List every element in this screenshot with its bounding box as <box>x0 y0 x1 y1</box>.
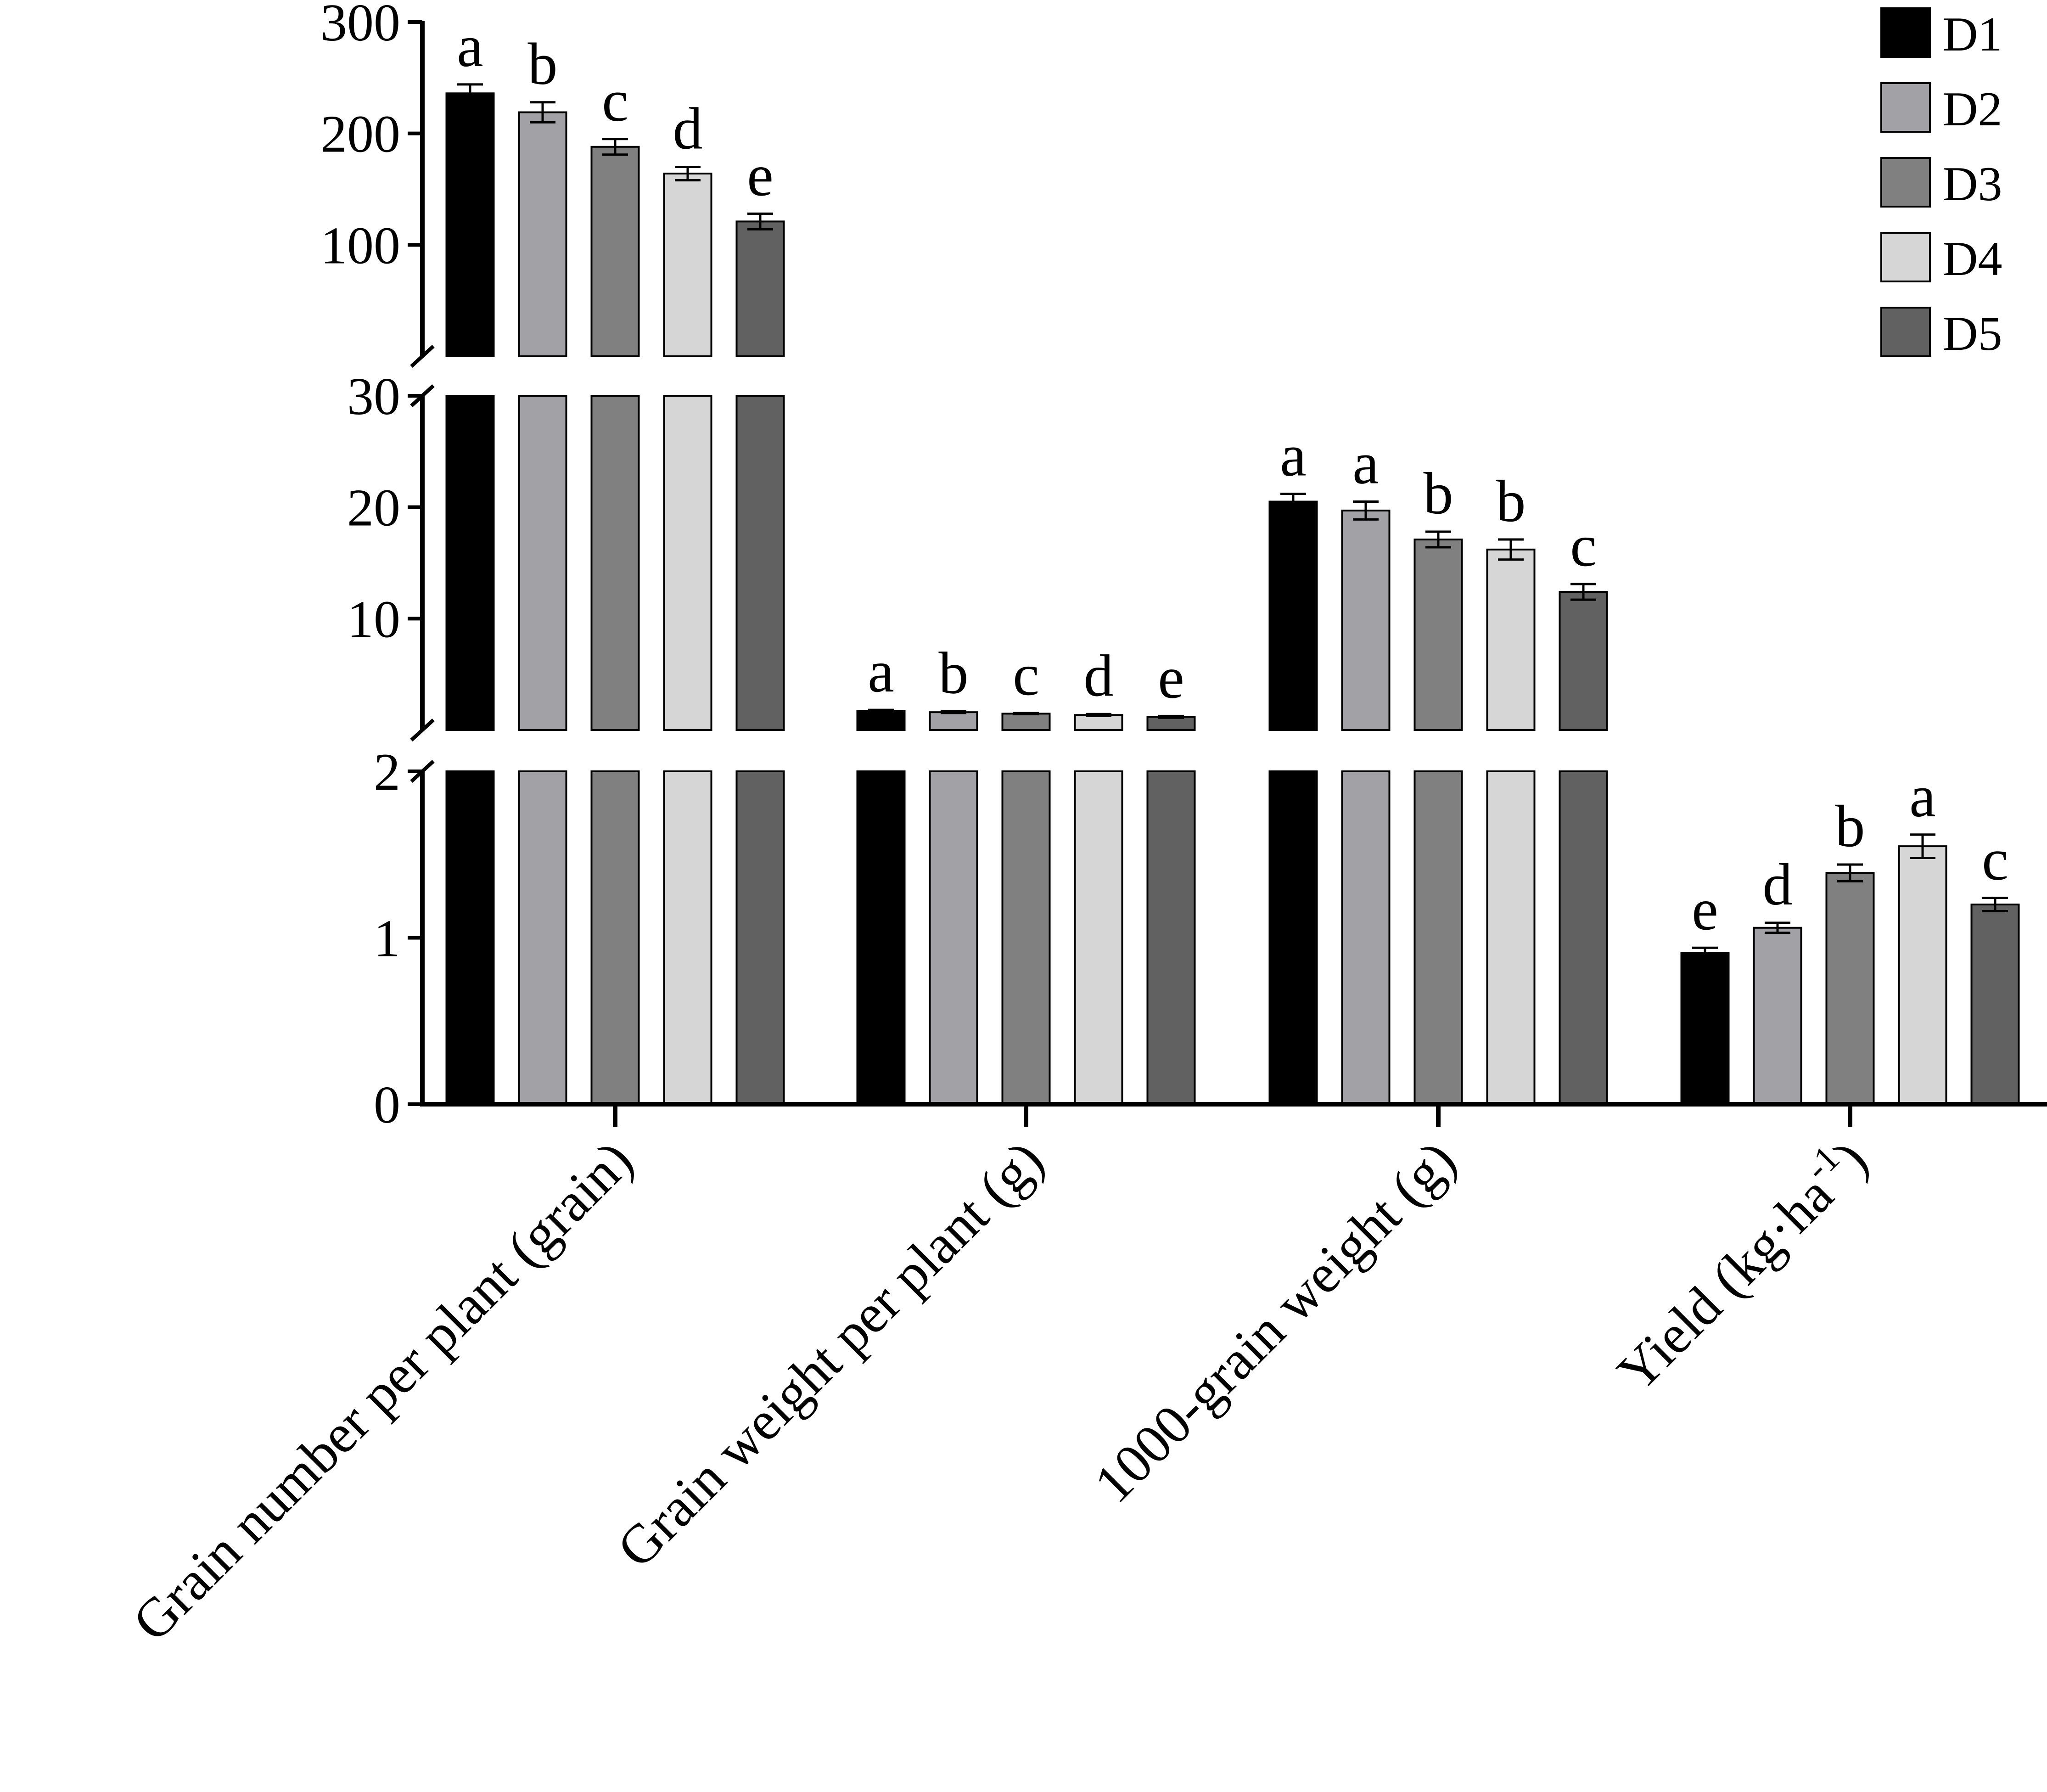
bar-d5-cat1-part2 <box>735 395 785 731</box>
significance-letter-d5-cat1: e <box>747 142 774 208</box>
significance-letter-d2-cat3: a <box>1352 431 1379 497</box>
bars-layer <box>445 92 2020 1105</box>
category-label-1: Grain number per plant (grain) <box>121 1129 644 1652</box>
bar-d3-cat4 <box>1825 872 1875 1105</box>
bar-d4-cat1-part1 <box>663 770 712 1105</box>
significance-letter-d5-cat2: e <box>1158 645 1184 711</box>
significance-letter-d1-cat4: e <box>1692 876 1718 943</box>
bar-d3-cat1-part1 <box>590 770 640 1105</box>
category-label-text-4: Yield (kg·ha <box>1605 1164 1845 1403</box>
significance-letter-d1-cat2: a <box>868 639 894 705</box>
bar-d3-cat3-part1 <box>1413 770 1463 1105</box>
significance-letter-d4-cat4: a <box>1909 764 1936 830</box>
bar-d4-cat2-part1 <box>1074 770 1123 1105</box>
significance-letter-d5-cat3: c <box>1570 513 1597 579</box>
bar-d5-cat3-part1 <box>1559 770 1608 1105</box>
bar-d2-cat1-part2 <box>518 395 567 731</box>
significance-letter-d4-cat2: d <box>1084 643 1114 709</box>
significance-letter-d1-cat1: a <box>457 13 483 79</box>
bar-d1-cat1-part1 <box>445 770 495 1105</box>
significance-letter-d3-cat1: c <box>602 68 628 134</box>
significance-letter-d2-cat2: b <box>939 640 969 706</box>
error-bars-layer <box>457 83 2008 959</box>
bar-d5-cat1-part1 <box>735 770 785 1105</box>
significance-letters-layer: a bc dea b c d ea a b bce db ac <box>457 13 2008 943</box>
bar-d4-cat1-part3 <box>663 173 712 357</box>
bar-d3-cat1-part3 <box>590 146 640 357</box>
category-label-2: Grain weight per plant (g) <box>605 1129 1055 1579</box>
bar-d5-cat4 <box>1970 904 2020 1105</box>
y-tick-label-seg1-3: 2 <box>374 743 400 802</box>
category-label-text-3: 1000-grain weight (g) <box>1082 1129 1468 1514</box>
legend-swatch-d2 <box>1880 82 1931 133</box>
legend-swatch-d3 <box>1880 157 1931 208</box>
bar-d1-cat4 <box>1680 952 1730 1105</box>
bar-d2-cat4 <box>1753 927 1802 1105</box>
legend-swatch-d4 <box>1880 232 1931 282</box>
category-labels-layer: Grain number per plant (grain)Grain weig… <box>121 1125 1879 1652</box>
bar-d2-cat1-part1 <box>518 770 567 1105</box>
y-tick-label-seg2-3: 30 <box>347 367 400 426</box>
category-label-4: Yield (kg·ha-1) <box>1601 1125 1879 1403</box>
y-tick-label-seg3-2: 200 <box>320 105 400 164</box>
significance-letter-d4-cat1: d <box>673 95 703 162</box>
bar-d1-cat2-part1 <box>856 770 906 1105</box>
bar-d3-cat3-part2 <box>1413 539 1463 731</box>
legend-swatch-d5 <box>1880 307 1931 357</box>
bar-d1-cat2-part2 <box>856 710 906 731</box>
bar-d1-cat1-part2 <box>445 395 495 731</box>
bar-d3-cat1-part2 <box>590 395 640 731</box>
legend-swatch-d1 <box>1880 7 1931 58</box>
axis-break-mark-low-1 <box>410 760 435 783</box>
significance-letter-d3-cat2: c <box>1013 642 1039 708</box>
bar-d4-cat4 <box>1898 845 1947 1105</box>
bar-d5-cat1-part3 <box>735 220 785 357</box>
axis-break-mark-high-2 <box>410 345 435 368</box>
category-label-text-2: Grain weight per plant (g) <box>605 1129 1055 1579</box>
significance-letter-d2-cat1: b <box>528 31 558 97</box>
bar-d4-cat3-part1 <box>1486 770 1536 1105</box>
bar-d1-cat1-part3 <box>445 92 495 358</box>
bar-d3-cat2-part1 <box>1001 770 1051 1105</box>
bar-d2-cat3-part2 <box>1341 509 1391 731</box>
y-tick-label-seg2-2: 20 <box>347 479 400 538</box>
significance-letter-d4-cat3: b <box>1496 468 1526 534</box>
legend-label-d1: D1 <box>1943 7 2002 61</box>
bar-d2-cat2-part1 <box>929 770 978 1105</box>
category-label-text-1: Grain number per plant (grain) <box>121 1129 644 1652</box>
y-tick-label-seg1-1: 0 <box>374 1076 400 1135</box>
significance-letter-d2-cat4: d <box>1763 852 1793 918</box>
bar-d2-cat2-part2 <box>929 711 978 731</box>
legend-label-d4: D4 <box>1943 232 2002 286</box>
axis-break-mark-high-1 <box>410 719 435 742</box>
bar-d1-cat3-part2 <box>1268 500 1318 731</box>
bar-d4-cat1-part2 <box>663 395 712 731</box>
axis-break-mark-low-2 <box>410 384 435 407</box>
y-tick-label-seg3-1: 100 <box>320 216 400 275</box>
y-tick-label-seg3-3: 300 <box>320 0 400 52</box>
legend-label-d5: D5 <box>1943 307 2002 360</box>
significance-letter-d3-cat3: b <box>1424 461 1453 527</box>
bar-d5-cat3-part2 <box>1559 591 1608 731</box>
legend: D1 D2 D3 D4 D5 <box>1880 7 2002 360</box>
bar-d2-cat3-part1 <box>1341 770 1391 1105</box>
significance-letter-d3-cat4: b <box>1835 793 1865 859</box>
y-tick-label-seg1-2: 1 <box>374 910 400 968</box>
bar-d2-cat1-part3 <box>518 111 567 357</box>
bar-d4-cat3-part2 <box>1486 548 1536 731</box>
significance-letter-d1-cat3: a <box>1280 423 1307 489</box>
legend-label-d3: D3 <box>1943 157 2002 211</box>
category-label-3: 1000-grain weight (g) <box>1082 1129 1468 1514</box>
bar-d1-cat3-part1 <box>1268 770 1318 1105</box>
significance-letter-d5-cat4: c <box>1982 827 2008 893</box>
legend-label-d2: D2 <box>1943 82 2002 136</box>
bar-d4-cat2-part2 <box>1074 714 1123 731</box>
axes-layer: 0 1 2 10 20 30 100 200 300 <box>320 0 2047 1135</box>
y-tick-label-seg2-1: 10 <box>347 590 400 649</box>
bar-d5-cat2-part1 <box>1146 770 1196 1105</box>
bar-d3-cat2-part2 <box>1001 713 1051 731</box>
bar-d5-cat2-part2 <box>1146 716 1196 731</box>
